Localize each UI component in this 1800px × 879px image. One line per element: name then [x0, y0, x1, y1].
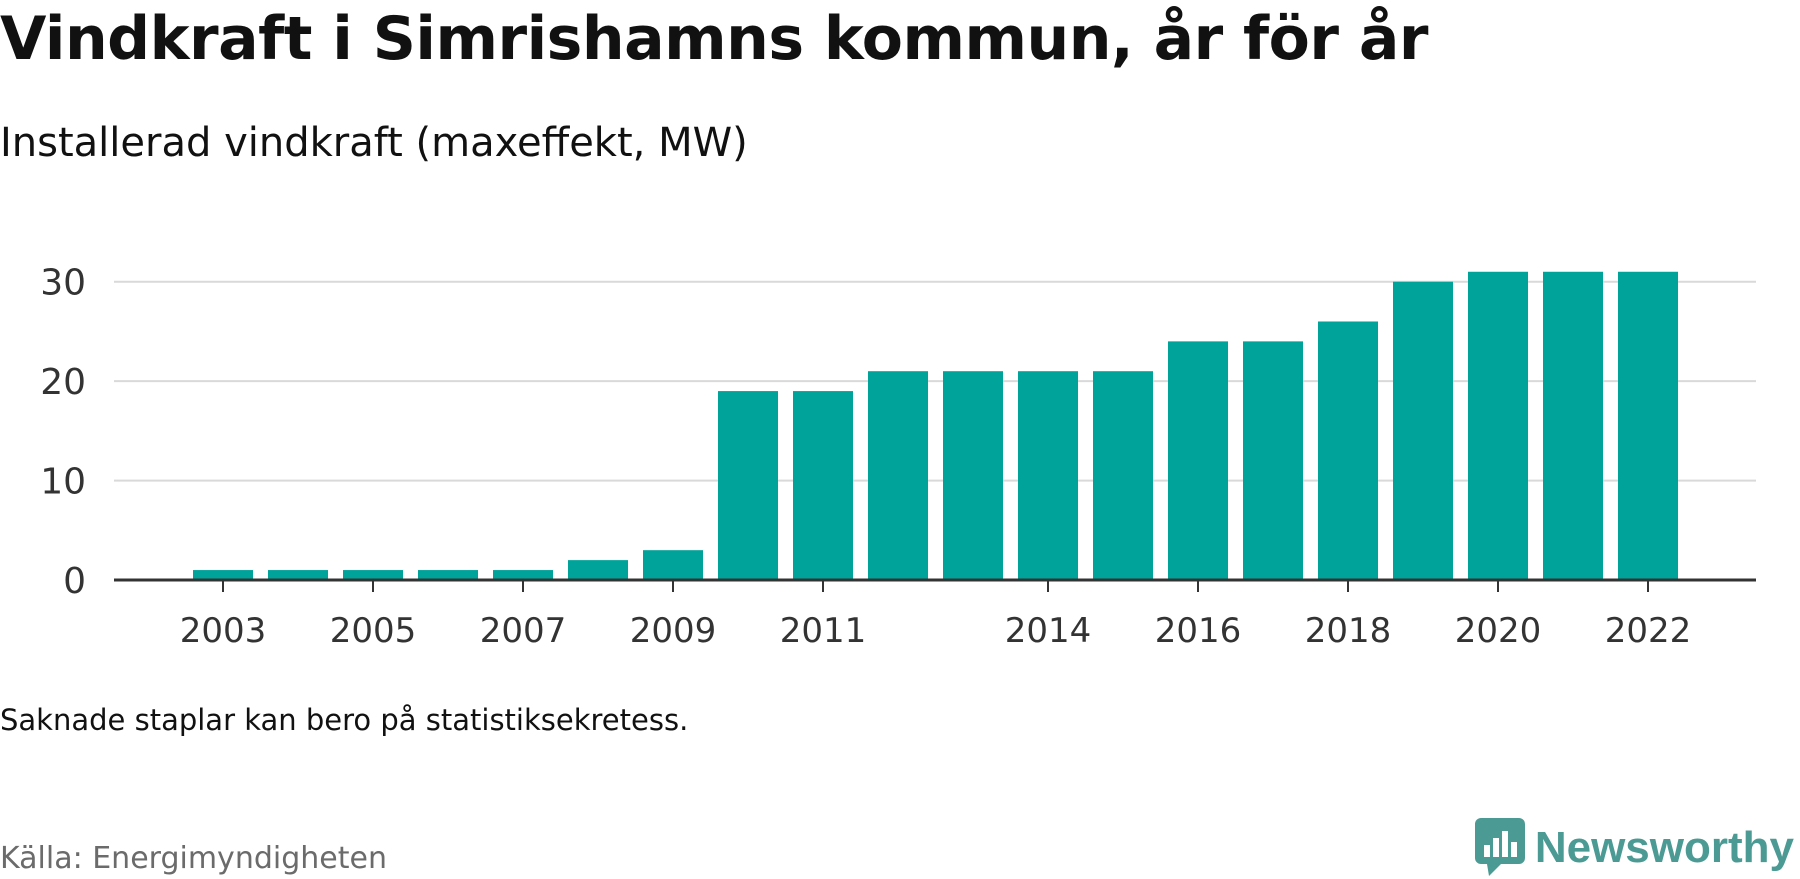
newsworthy-logo-icon — [1474, 818, 1525, 876]
y-tick-label: 0 — [63, 561, 86, 602]
x-tick-label: 2020 — [1455, 611, 1542, 651]
bar-2019 — [1393, 281, 1453, 580]
y-axis-ticks: 0 10 20 30 — [40, 263, 86, 602]
x-tick-label: 2005 — [330, 611, 417, 651]
bar-2011 — [793, 391, 853, 580]
bars — [193, 271, 1678, 580]
bar-2009 — [643, 550, 703, 580]
bar-2003 — [193, 570, 253, 580]
x-tick-label: 2009 — [630, 611, 717, 651]
x-axis-ticks: 2003 2005 2007 2009 2011 2014 2016 2018 2020 2022 — [180, 580, 1692, 651]
x-tick-label: 2011 — [780, 611, 867, 651]
x-tick-label: 2003 — [180, 611, 267, 651]
footnote: Saknade staplar kan bero på statistiksek… — [0, 703, 689, 737]
bar-2015 — [1093, 371, 1153, 580]
bar-2018 — [1318, 321, 1378, 580]
bar-2014 — [1018, 371, 1078, 580]
x-tick-label: 2016 — [1155, 611, 1242, 651]
chart-title: Vindkraft i Simrishamns kommun, år för å… — [0, 4, 1428, 74]
bar-2021 — [1543, 271, 1603, 580]
bar-2017 — [1243, 341, 1303, 580]
x-tick-label: 2018 — [1305, 611, 1392, 651]
y-tick-label: 10 — [40, 462, 86, 503]
bar-2016 — [1168, 341, 1228, 580]
x-tick-label: 2007 — [480, 611, 567, 651]
bar-2022 — [1618, 271, 1678, 580]
brand-name: Newsworthy — [1534, 823, 1794, 872]
y-tick-label: 20 — [40, 362, 86, 403]
bar-2013 — [943, 371, 1003, 580]
bar-2007 — [493, 570, 553, 580]
bar-2006 — [418, 570, 478, 580]
source-text: Källa: Energimyndigheten — [0, 841, 387, 876]
bar-2005 — [343, 570, 403, 580]
bar-2012 — [868, 371, 928, 580]
chart-subtitle: Installerad vindkraft (maxeffekt, MW) — [0, 120, 748, 166]
bar-2020 — [1468, 271, 1528, 580]
x-tick-label: 2014 — [1005, 611, 1092, 651]
x-tick-label: 2022 — [1605, 611, 1692, 651]
brand-logo: Newsworthy — [1474, 818, 1794, 878]
bar-2004 — [268, 570, 328, 580]
bar-chart: 0 10 20 30 2003 2005 2007 2009 2011 2014 2016 2018… — [40, 263, 1756, 651]
y-tick-label: 30 — [40, 263, 86, 304]
bar-2008 — [568, 560, 628, 580]
bar-2010 — [718, 391, 778, 580]
